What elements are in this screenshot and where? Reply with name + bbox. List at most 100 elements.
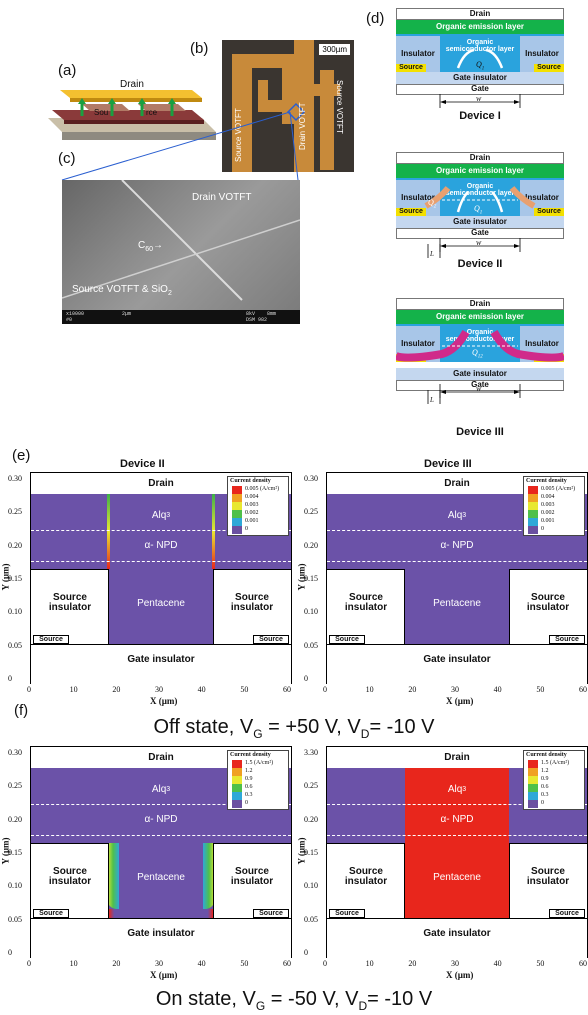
diagram-w-label: w [476,384,482,393]
plot-alq-label: Alq 3 [151,509,171,521]
diagram-organic-semiconductor: Organic semiconductor layer [445,182,515,197]
device-3d-illustration: Drain Sou rce [42,79,220,146]
legend-entry: 1.2 [245,768,253,774]
legend-swatch [232,792,242,800]
diagram-organic-semiconductor: Organic semiconductor layer [445,38,515,53]
y-tick-label: 0.10 [8,881,22,891]
legend-entry: 0.005 (A/cm²) [541,486,576,492]
y-tick-label: 0.10 [304,881,318,891]
diagram-l-label-iii: L [430,396,434,404]
legend-swatch [528,486,538,494]
legend-entry: 0.005 (A/cm²) [245,486,280,492]
x-tick-label: 40 [197,959,206,968]
plot-source-right: Source [549,909,585,918]
source-label-3d-left: Sou [94,108,109,117]
plot-source-left: Source [33,635,69,644]
scale-bar-label: 300µm [319,44,350,55]
diagram-q12: Q12 [472,348,483,360]
x-tick-label: 30 [155,685,163,694]
diagram-drain: Drain [396,8,564,20]
device-ii-plot-title: Device II [120,458,165,470]
y-tick-label: 0 [304,674,308,683]
sem-source-label: Source VOTFT & SiO2 [72,284,172,297]
plot-legend: Current density 1.5 (A/cm²) 1.2 0.9 0.6 0.3 0 [227,750,289,810]
diagram-l-label-ii: L [430,250,434,258]
plot-gate-insulator: Gate insulator [423,927,491,939]
diagram-drain: Drain [396,298,564,310]
x-tick-label: 60 [579,959,587,968]
y-tick-label: 0.20 [8,540,22,550]
y-tick-label: 0.15 [304,574,318,583]
panel-label-d: (d) [366,10,385,27]
optical-micrograph: 300µm Source VOTFT Drain VOTFT Source VO… [222,40,354,172]
legend-swatch [528,510,538,518]
legend-swatch [528,800,538,808]
plot-drain-label: Drain [148,477,174,489]
y-tick-label: 0.25 [304,781,318,791]
diagram-gate-insulator: Gate insulator [396,368,564,380]
plot-gate-insulator: Gate insulator [127,653,195,665]
legend-entry: 0.001 [541,518,555,524]
x-tick-label: 0 [323,685,327,694]
y-tick-label: 0.15 [8,574,22,583]
y-tick-label: 0 [8,674,12,683]
legend-entry: 0 [541,526,544,532]
legend-entry: 0.9 [245,776,253,782]
legend-entry: 1.5 (A/cm²) [245,760,274,766]
panel-label-b: (b) [190,40,209,57]
legend-entry: 0.001 [245,518,259,524]
diagram-emission-layer: Organic emission layer [396,20,564,34]
plot-alq-label: Alq 3 [447,783,467,795]
x-axis-label: X (µm) [150,970,178,980]
legend-swatch [232,494,242,502]
plot-pentacene-label: Pentacene [137,597,185,609]
y-tick-label: 0.30 [304,474,318,483]
diagram-w-label: w [476,238,482,247]
device-iii-label: Device III [456,426,504,438]
legend-swatch [232,510,242,518]
legend-swatch [528,784,538,792]
legend-entry: 0.6 [245,784,253,790]
diagram-gate-insulator: Gate insulator [396,72,564,84]
legend-swatch [232,760,242,768]
plot-source-insulator-left: Source insulator [48,865,92,887]
current-column [405,768,509,918]
x-tick-label: 20 [408,685,417,694]
legend-entry: 1.5 (A/cm²) [541,760,570,766]
sim-plot-off-device-iii: Drain Alq 3 α- NPD Pentacene Source insula… [296,472,588,712]
plot-npd-label: α- NPD [440,813,474,825]
legend-entry: 0.9 [541,776,549,782]
sim-plot-off-device-ii: Drain Alq 3 α- NPD Pentacene Source insula… [0,472,296,712]
x-tick-label: 30 [451,685,459,694]
legend-entry: 0 [245,526,248,532]
x-tick-label: 0 [27,685,31,694]
legend-swatch [528,526,538,534]
plot-source-insulator-right: Source insulator [526,865,570,887]
x-tick-label: 20 [112,685,121,694]
x-axis-label: X (µm) [446,696,474,706]
legend-entry: 0.3 [541,792,549,798]
plot-source-insulator-right: Source insulator [230,591,274,613]
plot-source-insulator-right: Source insulator [230,865,274,887]
y-tick-label: 0.30 [8,474,22,483]
plot-source-insulator-left: Source insulator [344,865,388,887]
plot-pentacene-label: Pentacene [433,597,481,609]
y-tick-label: 0.30 [8,748,22,757]
source-label-3d-right: rce [146,108,158,117]
plot-legend: Current density 0.005 (A/cm²) 0.004 0.003 0… [227,476,289,536]
legend-swatch [232,768,242,776]
diagram-drain: Drain [396,152,564,164]
x-tick-label: 10 [69,685,78,694]
plot-drain-label: Drain [444,751,470,763]
diagram-gate-insulator: Gate insulator [396,216,564,228]
x-tick-label: 60 [579,685,587,694]
diagram-q2: Q2 [428,198,437,210]
sem-drain-label: Drain VOTFT [192,192,252,203]
legend-entry: 0.3 [245,792,253,798]
x-tick-label: 60 [283,959,291,968]
legend-swatch [528,502,538,510]
x-tick-label: 30 [451,959,459,968]
plot-source-right: Source [253,635,289,644]
source-votft-right: Source VOTFT [335,80,344,134]
x-tick-label: 10 [365,685,374,694]
